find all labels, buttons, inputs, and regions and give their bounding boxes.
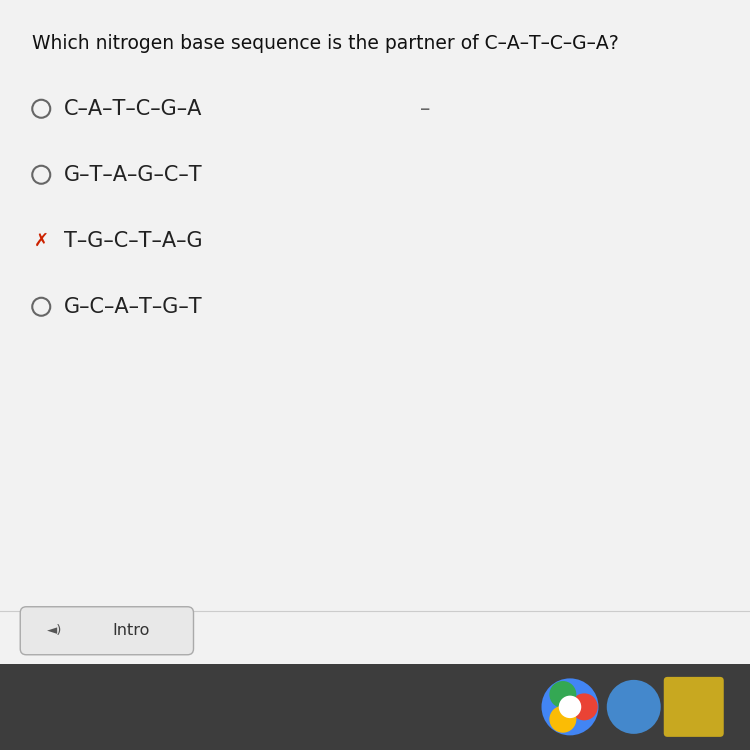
Text: C–A–T–C–G–A: C–A–T–C–G–A <box>64 99 202 118</box>
Text: G–C–A–T–G–T: G–C–A–T–G–T <box>64 297 202 316</box>
FancyBboxPatch shape <box>664 676 724 736</box>
Circle shape <box>607 680 661 734</box>
Circle shape <box>559 696 581 718</box>
Circle shape <box>549 681 576 708</box>
Text: Intro: Intro <box>112 623 150 638</box>
FancyBboxPatch shape <box>0 0 750 664</box>
Circle shape <box>571 693 598 720</box>
FancyBboxPatch shape <box>20 607 194 655</box>
Text: G–T–A–G–C–T: G–T–A–G–C–T <box>64 165 202 184</box>
Text: –: – <box>420 99 430 118</box>
Circle shape <box>549 706 576 733</box>
FancyBboxPatch shape <box>0 664 750 750</box>
Text: ◄): ◄) <box>47 624 62 638</box>
Text: ✗: ✗ <box>34 232 49 250</box>
Text: T–G–C–T–A–G: T–G–C–T–A–G <box>64 231 202 251</box>
Text: Which nitrogen base sequence is the partner of C–A–T–C–G–A?: Which nitrogen base sequence is the part… <box>32 34 618 53</box>
Circle shape <box>542 678 598 735</box>
